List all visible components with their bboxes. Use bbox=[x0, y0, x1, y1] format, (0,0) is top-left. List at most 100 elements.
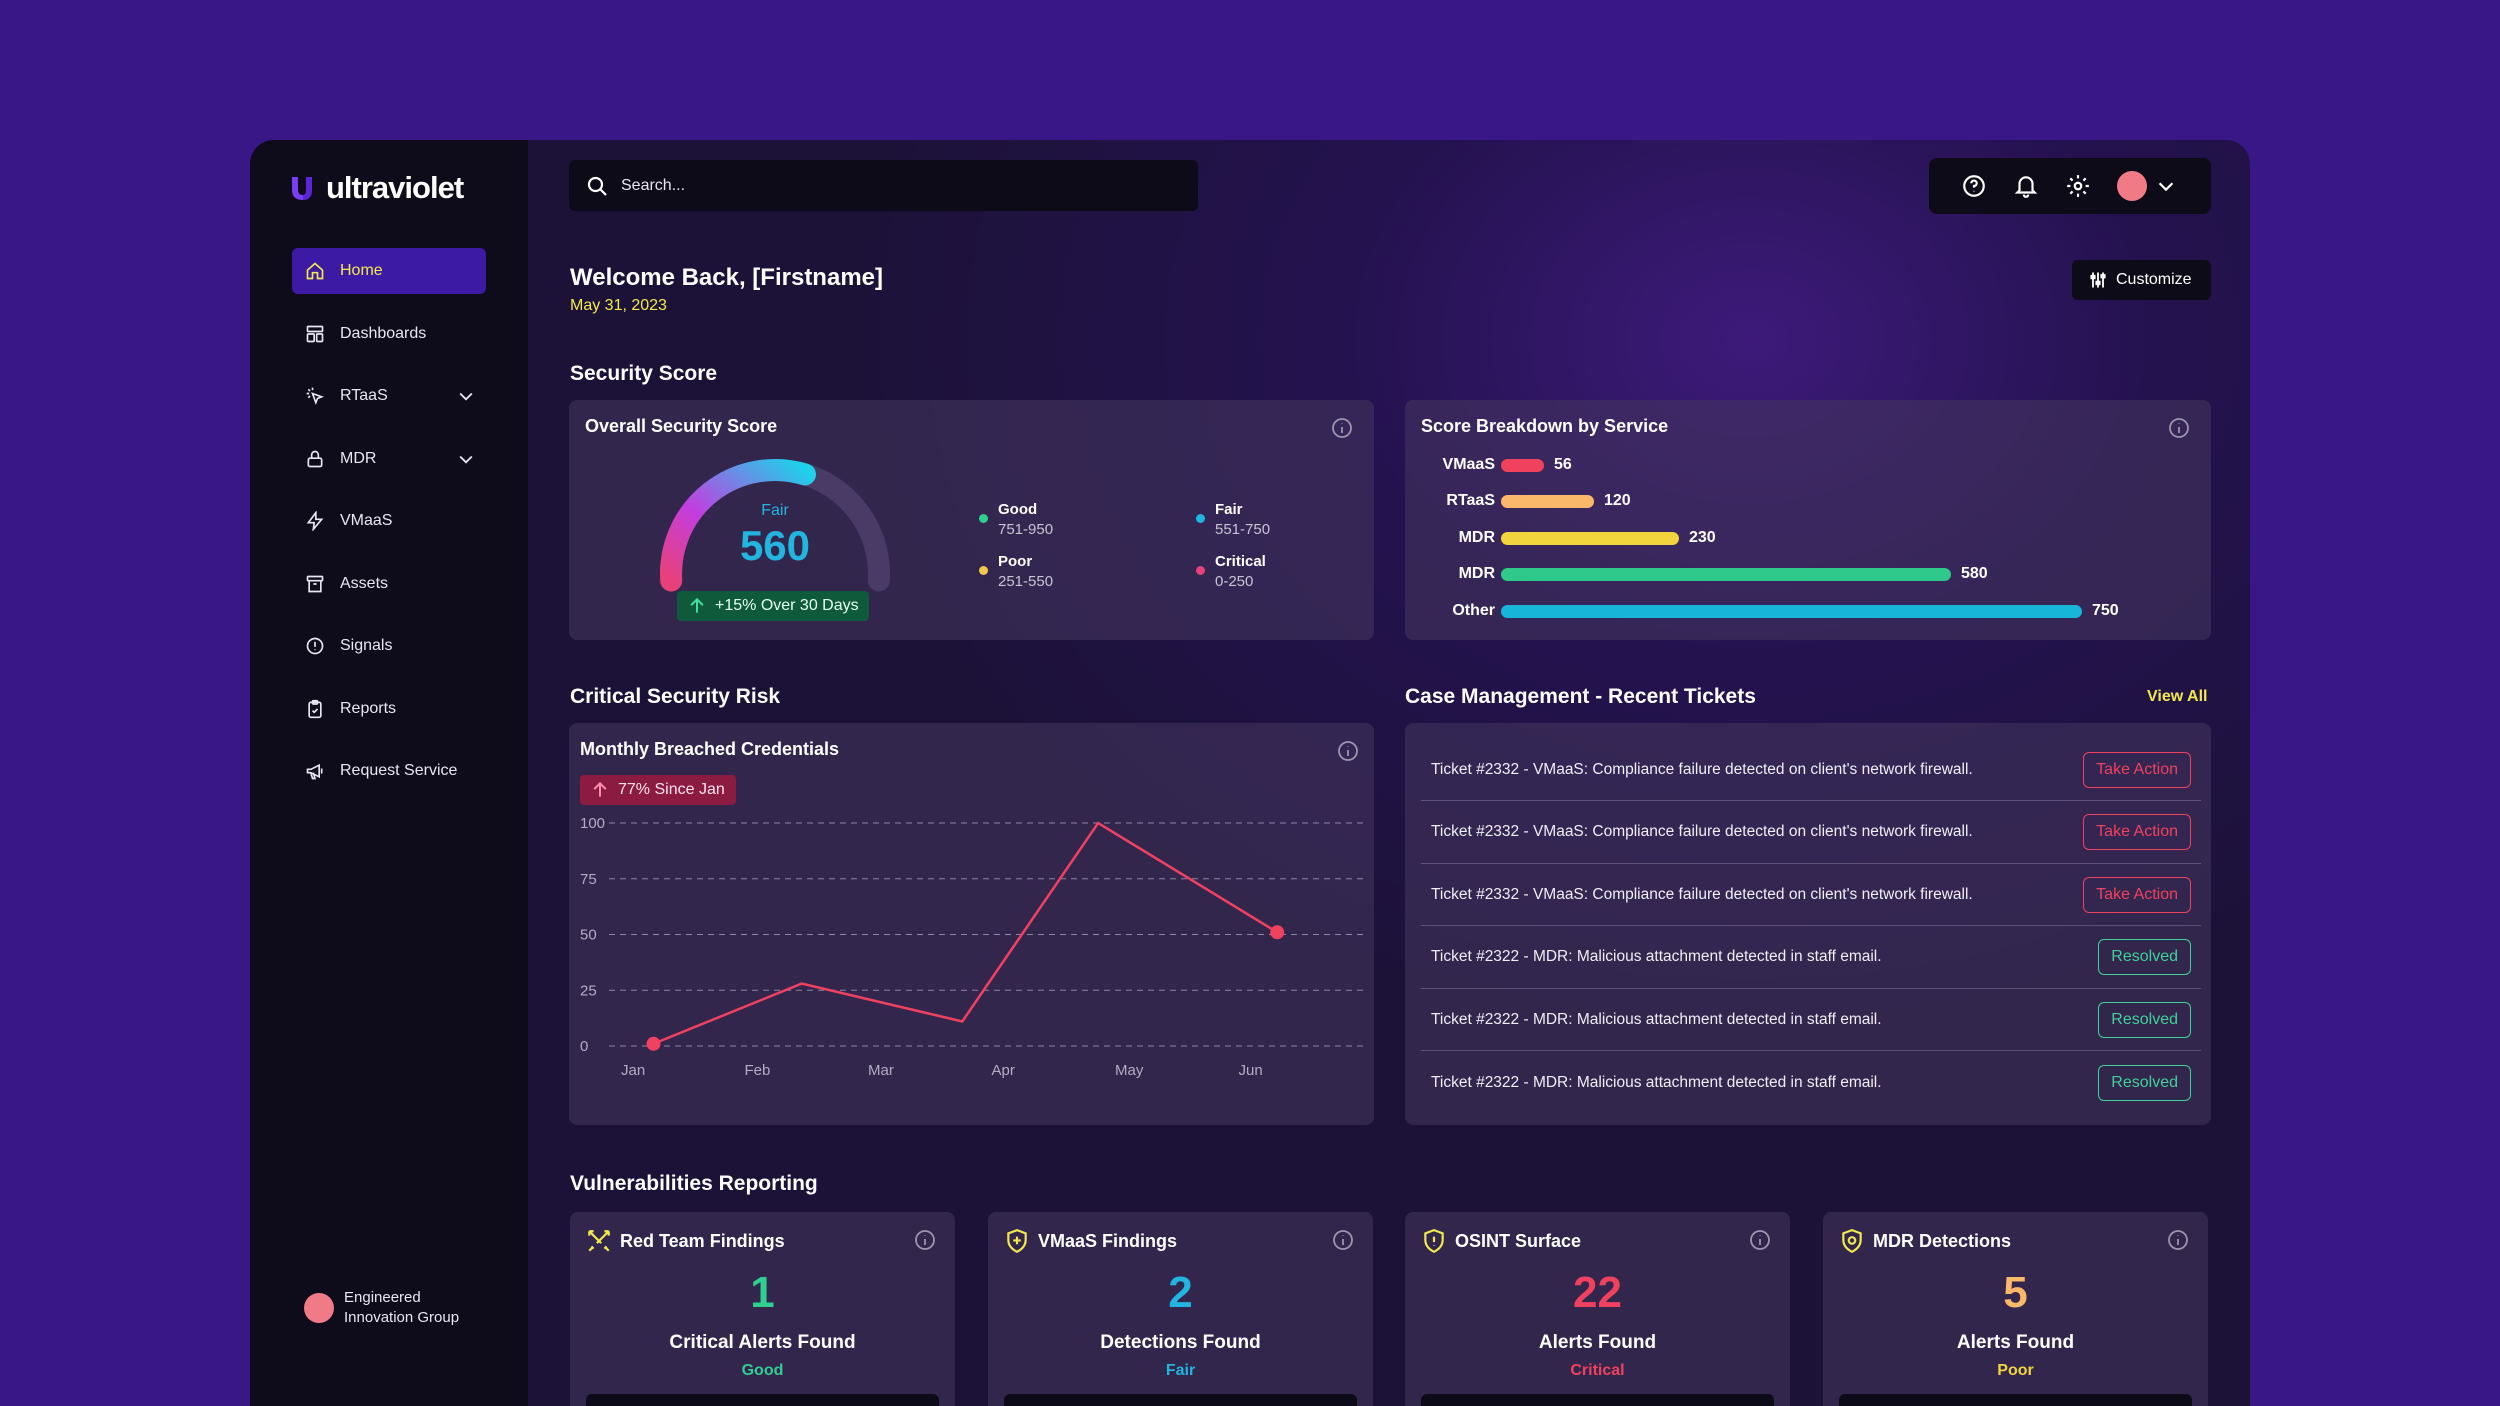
org-switcher[interactable]: Engineered Innovation Group bbox=[304, 1288, 459, 1328]
x-tick-label: Apr bbox=[992, 1062, 1015, 1079]
trend-badge: +15% Over 30 Days bbox=[677, 591, 869, 621]
legend-range: 0-250 bbox=[1215, 573, 1254, 590]
home-icon bbox=[304, 260, 326, 282]
info-icon[interactable] bbox=[2167, 416, 2191, 440]
series-line bbox=[653, 821, 1278, 1045]
info-icon[interactable] bbox=[913, 1228, 937, 1252]
clipboard-icon bbox=[304, 698, 326, 720]
ticket-row[interactable]: Ticket #2322 - MDR: Malicious attachment… bbox=[1421, 927, 2201, 989]
org-name-line2: Innovation Group bbox=[344, 1309, 460, 1326]
ticket-text: Ticket #2322 - MDR: Malicious attachment… bbox=[1431, 948, 1882, 965]
bar bbox=[1501, 494, 1594, 508]
sidebar-item-label: Home bbox=[340, 262, 383, 279]
vuln-card-header: Red Team Findings bbox=[586, 1228, 785, 1254]
bar-value: 750 bbox=[2092, 602, 2119, 619]
info-icon[interactable] bbox=[2166, 1228, 2190, 1252]
risk-badge: 77% Since Jan bbox=[580, 775, 736, 805]
legend-label: Poor bbox=[998, 553, 1033, 570]
ticket-row[interactable]: Ticket #2332 - VMaaS: Compliance failure… bbox=[1421, 739, 2201, 801]
score-value: 560 bbox=[739, 522, 811, 569]
sidebar-item-dashboards[interactable]: Dashboards bbox=[292, 311, 486, 357]
sidebar-item-label: RTaaS bbox=[340, 387, 388, 404]
gauge-arc bbox=[660, 459, 890, 592]
legend-range: 751-950 bbox=[998, 521, 1054, 538]
take-action-button[interactable]: Take Action bbox=[2083, 876, 2191, 913]
ticket-row[interactable]: Ticket #2332 - VMaaS: Compliance failure… bbox=[1421, 802, 2201, 864]
shield-check-icon bbox=[1842, 1229, 1862, 1254]
sidebar-item-mdr[interactable]: MDR bbox=[292, 436, 486, 482]
customize-button[interactable]: Customize bbox=[2072, 260, 2211, 300]
score-breakdown-card: Score Breakdown by Service VMaaS 56 RTaaS 1… bbox=[1405, 400, 2211, 640]
ticket-row[interactable]: Ticket #2332 - VMaaS: Compliance failure… bbox=[1421, 864, 2201, 926]
dashboards-icon bbox=[304, 323, 326, 345]
ticket-row[interactable]: Ticket #2322 - MDR: Malicious attachment… bbox=[1421, 1052, 2201, 1114]
arrow-up-icon bbox=[690, 597, 704, 613]
megaphone-icon bbox=[304, 760, 326, 782]
legend-item-poor: Poor 251-550 bbox=[979, 552, 1053, 592]
risk-badge-text: 77% Since Jan bbox=[618, 781, 725, 798]
help-icon[interactable] bbox=[1961, 173, 1987, 199]
view-button[interactable]: View bbox=[1421, 1394, 1774, 1406]
overall-score-card: Overall Security Score Fair 560 +15% Ove… bbox=[569, 400, 1374, 640]
alert-circle-icon bbox=[304, 635, 326, 657]
gear-icon[interactable] bbox=[2065, 173, 2091, 199]
search-bar[interactable]: Search... bbox=[569, 160, 1198, 211]
tickets-card: Ticket #2332 - VMaaS: Compliance failure… bbox=[1405, 723, 2211, 1125]
bar-label: Other bbox=[1452, 602, 1495, 619]
resolved-button[interactable]: Resolved bbox=[2098, 1064, 2191, 1101]
vuln-card-title: VMaaS Findings bbox=[1038, 1230, 1178, 1251]
org-avatar bbox=[304, 1293, 334, 1323]
lock-icon bbox=[304, 448, 326, 470]
info-icon[interactable] bbox=[1336, 739, 1360, 763]
view-button[interactable]: View bbox=[1004, 1394, 1357, 1406]
chevron-down-icon[interactable] bbox=[456, 386, 476, 406]
search-input[interactable]: Search... bbox=[621, 176, 686, 194]
legend-label: Critical bbox=[1215, 553, 1266, 570]
sidebar-item-reports[interactable]: Reports bbox=[292, 686, 486, 732]
info-icon[interactable] bbox=[1330, 416, 1354, 440]
bar-label: MDR bbox=[1458, 529, 1495, 546]
trend-text: +15% Over 30 Days bbox=[715, 597, 859, 614]
x-tick-label: Feb bbox=[745, 1062, 771, 1079]
vuln-card-header: VMaaS Findings bbox=[1004, 1228, 1177, 1254]
info-icon[interactable] bbox=[1748, 1228, 1772, 1252]
breached-credentials-card: Monthly Breached Credentials 77% Since J… bbox=[569, 723, 1374, 1125]
sidebar-item-assets[interactable]: Assets bbox=[292, 561, 486, 607]
sidebar-item-vmaas[interactable]: VMaaS bbox=[292, 498, 486, 544]
data-point[interactable] bbox=[1270, 925, 1285, 940]
chevron-down-icon[interactable] bbox=[456, 449, 476, 469]
data-point[interactable] bbox=[646, 1036, 661, 1051]
breakdown-row: MDR 230 bbox=[1421, 527, 1716, 549]
take-action-button[interactable]: Take Action bbox=[2083, 814, 2191, 850]
card-title: Overall Security Score bbox=[585, 416, 778, 436]
legend-range: 551-750 bbox=[1215, 521, 1271, 538]
view-button[interactable]: View bbox=[586, 1394, 939, 1406]
info-icon[interactable] bbox=[1331, 1228, 1355, 1252]
ticket-text: Ticket #2332 - VMaaS: Compliance failure… bbox=[1431, 760, 1973, 778]
logo[interactable]: ultraviolet bbox=[290, 170, 464, 206]
sidebar-nav: Home Dashboards RTaaS MDR bbox=[292, 248, 486, 811]
resolved-button[interactable]: Resolved bbox=[2098, 1001, 2191, 1038]
vuln-status: Poor bbox=[1997, 1362, 2034, 1379]
bar bbox=[1501, 604, 2082, 618]
bar bbox=[1501, 458, 1544, 472]
sidebar-item-rtaas[interactable]: RTaaS bbox=[292, 373, 486, 419]
bell-icon[interactable] bbox=[2013, 173, 2039, 199]
sidebar-item-home[interactable]: Home bbox=[292, 248, 486, 294]
vuln-label: Critical Alerts Found bbox=[669, 1332, 856, 1353]
vuln-card-title: OSINT Surface bbox=[1455, 1230, 1582, 1251]
user-menu[interactable] bbox=[2117, 171, 2177, 201]
take-action-button[interactable]: Take Action bbox=[2083, 751, 2191, 788]
ticket-text: Ticket #2332 - VMaaS: Compliance failure… bbox=[1431, 885, 1973, 903]
view-button[interactable]: View bbox=[1839, 1394, 2192, 1406]
bar-value: 120 bbox=[1604, 492, 1631, 509]
view-all-link[interactable]: View All bbox=[2147, 688, 2208, 705]
line-chart: 100 75 50 25 0 Jan Feb Mar Apr May Jun bbox=[580, 815, 1364, 1079]
ticket-row[interactable]: Ticket #2322 - MDR: Malicious attachment… bbox=[1421, 989, 2201, 1051]
vuln-card-red-team: Red Team Findings 1 Critical Alerts Foun… bbox=[570, 1212, 955, 1406]
sidebar-item-signals[interactable]: Signals bbox=[292, 623, 486, 669]
resolved-button[interactable]: Resolved bbox=[2098, 939, 2191, 975]
sidebar-item-request-service[interactable]: Request Service bbox=[292, 748, 486, 794]
vuln-card-header: MDR Detections bbox=[1839, 1228, 2011, 1254]
vuln-card-header: OSINT Surface bbox=[1421, 1228, 1581, 1254]
